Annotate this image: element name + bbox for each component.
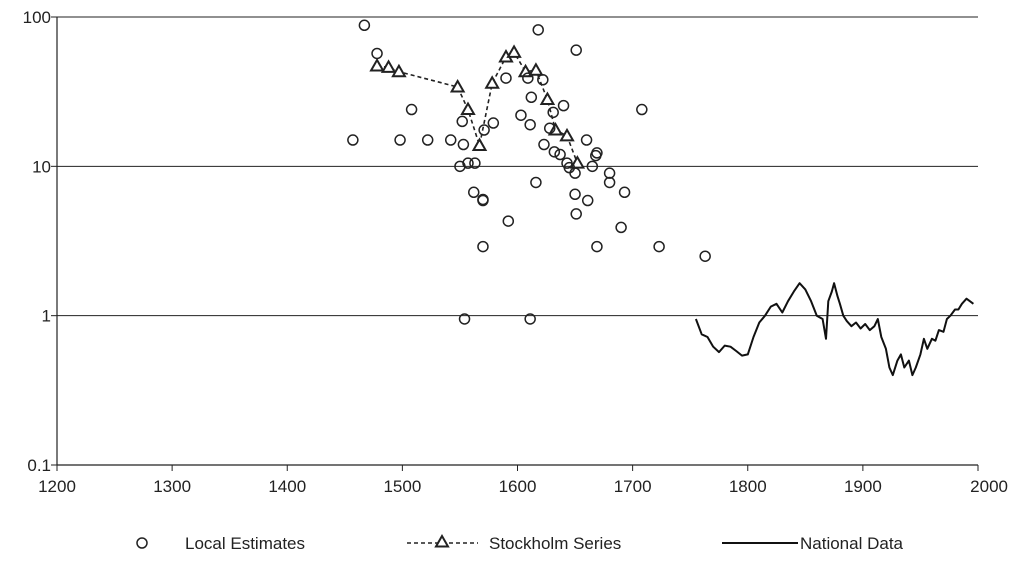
legend-local-label: Local Estimates	[185, 534, 305, 553]
x-tick-label: 1800	[729, 477, 767, 496]
local-estimate-point	[547, 106, 559, 119]
local-estimate-point	[477, 240, 489, 253]
local-estimate-point	[478, 124, 490, 136]
local-estimate-point	[591, 147, 603, 159]
local-estimate-point	[570, 208, 582, 220]
local-estimate-point	[405, 103, 418, 116]
local-estimate-point	[569, 167, 581, 179]
stockholm-point	[506, 44, 522, 58]
local-estimate-point	[569, 188, 581, 201]
local-estimate-point	[636, 103, 648, 116]
legend-national-label: National Data	[800, 534, 904, 553]
local-estimate-point	[591, 240, 603, 253]
local-estimate-point	[570, 44, 582, 56]
x-tick-labels: 1200 1300 1400 1500 1600 1700 1800 1900 2000	[38, 477, 1008, 496]
series-local-estimates	[347, 19, 711, 325]
local-estimate-point	[456, 115, 468, 128]
local-estimate-point	[524, 313, 536, 325]
series-national-data	[694, 282, 974, 377]
stockholm-point	[391, 63, 407, 78]
local-estimate-point	[421, 134, 434, 146]
local-estimate-point	[548, 146, 561, 158]
y-tick-labels: 0.1 1 10 100	[23, 8, 51, 475]
stockholm-point	[369, 57, 385, 72]
local-estimate-point	[487, 117, 500, 129]
local-estimate-point	[525, 91, 538, 104]
local-estimate-point	[522, 72, 534, 84]
local-estimate-point	[358, 19, 371, 32]
x-tick-label: 1700	[614, 477, 652, 496]
legend-stockholm-label: Stockholm Series	[489, 534, 621, 553]
local-estimate-point	[699, 250, 711, 262]
x-tick-label: 1300	[153, 477, 191, 496]
local-estimate-point	[444, 134, 457, 146]
local-estimate-point	[462, 157, 474, 169]
local-estimate-point	[515, 109, 527, 121]
local-estimate-point	[468, 186, 480, 199]
local-estimate-point	[603, 176, 616, 189]
local-estimate-point	[457, 138, 470, 151]
local-estimate-point	[524, 118, 536, 131]
local-estimate-point	[554, 148, 566, 161]
legend-local-marker	[136, 537, 148, 549]
stockholm-point	[460, 101, 476, 116]
local-estimate-point	[458, 313, 471, 325]
local-estimate-point	[618, 186, 631, 199]
x-tick-label: 1400	[268, 477, 306, 496]
local-estimate-point	[615, 221, 627, 234]
stockholm-point	[449, 78, 466, 93]
local-estimate-point	[500, 72, 512, 84]
local-estimate-point	[477, 194, 489, 207]
local-estimate-point	[557, 99, 570, 112]
series-stockholm	[369, 44, 586, 169]
local-estimate-point	[653, 240, 665, 253]
y-tick-label: 100	[23, 8, 51, 27]
gridlines	[57, 16, 978, 317]
stockholm-point	[484, 75, 500, 89]
local-estimate-point	[371, 47, 383, 60]
stockholm-point	[380, 59, 397, 73]
stockholm-point	[569, 155, 586, 169]
stockholm-point	[528, 62, 544, 76]
local-estimate-point	[537, 74, 549, 86]
x-tick-label: 1600	[499, 477, 537, 496]
local-estimate-point	[347, 134, 359, 146]
local-estimate-point	[543, 122, 556, 134]
local-estimate-point	[581, 194, 594, 207]
local-estimate-point	[586, 160, 599, 173]
x-tick-label: 1200	[38, 477, 76, 496]
y-tick-label: 1	[42, 307, 51, 326]
axes	[51, 16, 979, 471]
local-estimate-point	[469, 157, 481, 169]
local-estimate-point	[603, 167, 616, 179]
legend: Local Estimates Stockholm Series National …	[136, 533, 904, 553]
x-tick-label: 1900	[844, 477, 882, 496]
local-estimate-point	[532, 24, 544, 36]
local-estimate-point	[394, 134, 406, 146]
local-estimate-point	[530, 176, 542, 189]
y-tick-label: 0.1	[27, 456, 51, 475]
local-estimate-point	[538, 138, 550, 151]
national-data-line	[694, 282, 974, 377]
x-tick-label: 2000	[970, 477, 1008, 496]
local-estimate-point	[502, 215, 515, 227]
stockholm-point	[471, 137, 488, 151]
stockholm-point	[539, 91, 556, 106]
local-estimate-point	[580, 134, 593, 146]
stockholm-point	[559, 127, 575, 142]
legend-stockholm-marker	[434, 533, 450, 548]
y-tick-label: 10	[32, 157, 51, 176]
x-tick-label: 1500	[383, 477, 421, 496]
